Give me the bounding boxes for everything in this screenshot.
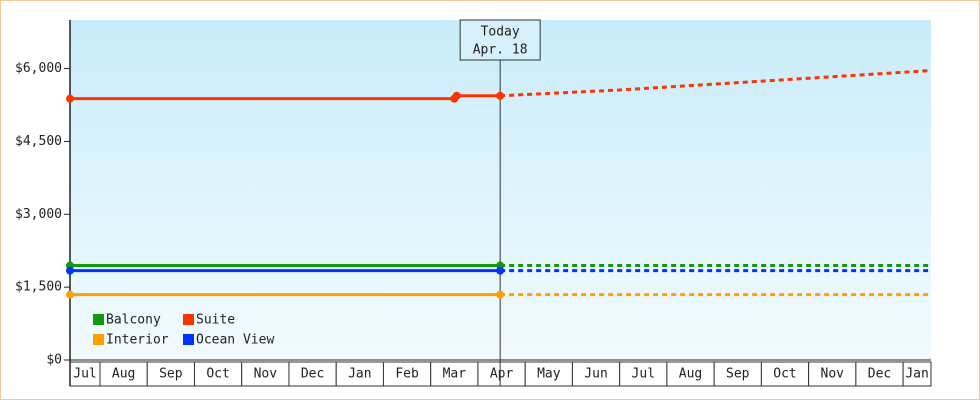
x-tick-label: Aug: [112, 367, 135, 382]
legend-swatch: [183, 334, 194, 345]
month-cell: [902, 361, 932, 387]
legend-swatch: [93, 314, 104, 325]
x-tick-label: Jan: [905, 367, 928, 382]
month-cell: [241, 361, 290, 387]
y-tick-label: $4,500: [15, 134, 62, 149]
legend-label: Ocean View: [196, 333, 274, 348]
month-cell: [69, 361, 101, 387]
month-cell: [382, 361, 432, 387]
x-tick-label: Oct: [206, 367, 229, 382]
month-cell: [288, 361, 337, 387]
point: [496, 91, 505, 100]
month-cell: [477, 361, 526, 387]
point: [452, 91, 461, 100]
x-tick-label: Nov: [254, 367, 278, 382]
today-box: [459, 19, 541, 61]
y-tick-label: $1,500: [15, 280, 62, 295]
month-cell: [571, 361, 621, 387]
legend-swatch: [183, 314, 194, 325]
x-tick-label: Apr: [490, 367, 514, 382]
y-tick-label: $0: [46, 353, 62, 368]
today-label: Today: [481, 25, 520, 40]
y-tick-label: $3,000: [15, 207, 62, 222]
x-tick-label: Nov: [821, 367, 845, 382]
legend-swatch: [93, 334, 104, 345]
y-tick-label: $6,000: [15, 61, 62, 76]
x-tick-label: Sep: [726, 367, 750, 382]
x-tick-label: Aug: [679, 367, 702, 382]
point: [496, 266, 505, 275]
month-cell: [619, 361, 668, 387]
x-tick-label: Mar: [443, 367, 467, 382]
x-tick-label: Dec: [301, 367, 324, 382]
legend-label: Interior: [106, 333, 169, 348]
x-tick-label: Feb: [395, 367, 419, 382]
point: [496, 290, 505, 299]
month-cell: [760, 361, 810, 387]
point: [66, 94, 74, 103]
month-cell: [855, 361, 904, 387]
x-tick-label: Jul: [73, 367, 96, 382]
legend-label: Suite: [196, 313, 235, 328]
point: [66, 266, 74, 275]
month-cell: [808, 361, 857, 387]
month-cell: [335, 361, 384, 387]
point: [66, 290, 74, 299]
legend-label: Balcony: [106, 313, 161, 328]
x-tick-label: Oct: [773, 367, 796, 382]
x-tick-label: Jul: [632, 367, 655, 382]
x-tick-label: Jan: [348, 367, 371, 382]
x-tick-label: Jun: [584, 367, 607, 382]
x-tick-label: Sep: [159, 367, 183, 382]
today-label: Apr. 18: [473, 43, 528, 58]
x-tick-label: May: [537, 367, 561, 382]
forecast-line: [500, 69, 932, 98]
x-tick-label: Dec: [868, 367, 891, 382]
month-cell: [666, 361, 715, 387]
month-cell: [524, 361, 573, 387]
month-cell: [713, 361, 762, 387]
